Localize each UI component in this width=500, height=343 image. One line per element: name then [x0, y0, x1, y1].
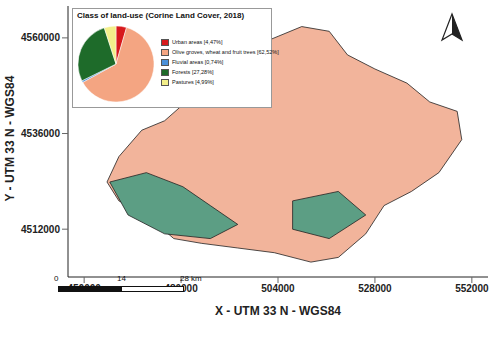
svg-text:552000: 552000 — [455, 283, 489, 294]
svg-text:Y - UTM 33 N - WGS84: Y - UTM 33 N - WGS84 — [8, 75, 17, 201]
html-text:Urban areas [4,47%]: Urban areas [4,47%] — [172, 39, 223, 45]
html-text:Class of land-use (Corine Land: Class of land-use (Corine Land Cover, 20… — [77, 11, 245, 20]
svg-text:504000: 504000 — [261, 283, 295, 294]
svg-text:480000: 480000 — [164, 283, 198, 295]
html-text:0: 0 — [54, 274, 59, 283]
html-text:Forests [27,28%]: Forests [27,28%] — [172, 69, 214, 75]
html-text:28 km: 28 km — [180, 274, 202, 283]
html-text:Fluvial areas [0,74%]: Fluvial areas [0,74%] — [172, 59, 224, 65]
html-text:Pastures [4,99%]: Pastures [4,99%] — [172, 79, 214, 85]
html-text:14: 14 — [117, 274, 126, 283]
svg-text:4536000: 4536000 — [21, 128, 60, 139]
svg-text:4560000: 4560000 — [21, 32, 60, 43]
svg-text:528000: 528000 — [358, 283, 392, 294]
svg-text:X - UTM 33 N - WGS84: X - UTM 33 N - WGS84 — [215, 304, 341, 318]
svg-text:4512000: 4512000 — [21, 224, 60, 235]
svg-text:456000: 456000 — [67, 283, 101, 295]
html-text:Olive groves, wheat and fruit: Olive groves, wheat and fruit trees [62,… — [172, 49, 279, 55]
